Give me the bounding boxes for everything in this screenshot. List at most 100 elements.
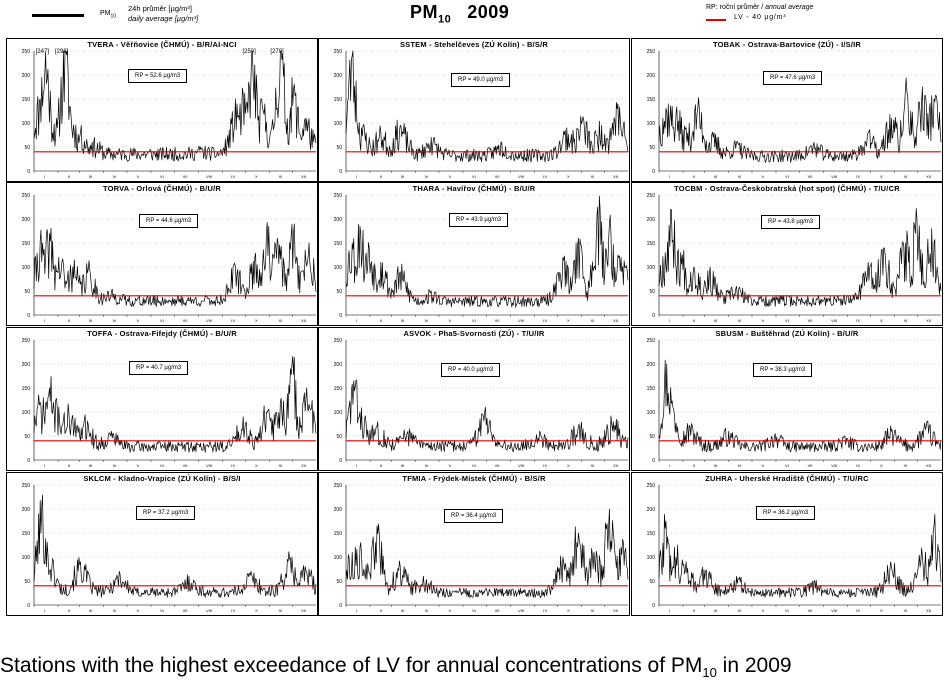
- x-tick-label: IV: [738, 318, 742, 323]
- x-tick-label: VI: [785, 608, 789, 613]
- daily-average-series-line: [345, 379, 629, 453]
- x-tick-label: VII: [808, 174, 813, 179]
- y-tick-label: 50: [649, 434, 655, 440]
- station-chart-3: TOBAK - Ostrava-Bartovice (ZÚ) - I/S/IR 0…: [631, 38, 943, 182]
- x-tick-label: I: [356, 318, 357, 323]
- x-tick-label: II: [693, 608, 695, 613]
- station-chart-1: TVERA - Věřňovice (ČHMÚ) - B/R/AI-NCI 0 50…: [6, 38, 318, 182]
- y-tick-label: 250: [334, 49, 343, 55]
- y-tick-label: 0: [652, 169, 655, 175]
- x-tick-label: IX: [856, 318, 860, 323]
- station-chart-12: ZUHRA - Uherské Hradiště (ČHMÚ) - T/U/RC…: [631, 472, 943, 616]
- y-tick-label: 200: [22, 507, 31, 513]
- x-tick-label: XI: [903, 463, 907, 468]
- x-tick-label: IV: [425, 463, 429, 468]
- y-tick-label: 0: [339, 458, 342, 464]
- x-tick-label: V: [761, 608, 764, 613]
- x-tick-label: VI: [785, 318, 789, 323]
- daily-average-series-line: [345, 195, 629, 308]
- x-tick-label: V: [136, 463, 139, 468]
- y-tick-label: 0: [652, 458, 655, 464]
- annual-average-label: RP = 52.6 µg/m3: [128, 69, 188, 83]
- y-tick-label: 150: [647, 97, 656, 103]
- x-tick-label: IX: [856, 463, 860, 468]
- x-tick-label: IX: [543, 463, 547, 468]
- x-tick-label: II: [380, 318, 382, 323]
- daily-average-series-line: [33, 50, 317, 162]
- x-tick-label: II: [693, 318, 695, 323]
- y-tick-label: 250: [334, 483, 343, 489]
- x-tick-label: IV: [738, 608, 742, 613]
- daily-average-series-line: [658, 359, 942, 453]
- x-tick-label: III: [401, 463, 404, 468]
- station-chart-title: TOFFA - Ostrava-Fifejdy (ČHMÚ) - B/U/R: [87, 329, 237, 338]
- y-tick-label: 150: [334, 241, 343, 247]
- x-tick-label: XII: [613, 608, 618, 613]
- x-tick-label: IV: [113, 463, 117, 468]
- x-tick-label: VII: [495, 463, 500, 468]
- x-tick-label: XI: [903, 174, 907, 179]
- x-tick-label: I: [44, 174, 45, 179]
- x-tick-label: I: [669, 318, 670, 323]
- y-tick-label: 0: [652, 603, 655, 609]
- x-tick-label: X: [880, 318, 883, 323]
- daily-average-series-line: [658, 208, 942, 307]
- x-tick-label: I: [44, 318, 45, 323]
- y-tick-label: 150: [647, 386, 656, 392]
- y-tick-label: 250: [647, 49, 656, 55]
- x-tick-label: VIII: [206, 608, 212, 613]
- annual-average-legend-text: RP: roční průměr / annual average: [706, 4, 814, 11]
- daily-average-series-line: [33, 355, 317, 453]
- x-tick-label: VIII: [206, 174, 212, 179]
- x-tick-label: V: [761, 463, 764, 468]
- station-chart-title: TORVA - Orlová (ČHMÚ) - B/U/R: [102, 184, 222, 193]
- x-tick-label: V: [136, 174, 139, 179]
- x-tick-label: I: [44, 608, 45, 613]
- x-tick-label: X: [567, 463, 570, 468]
- x-tick-label: XII: [301, 318, 306, 323]
- y-tick-label: 50: [649, 579, 655, 585]
- y-tick-label: 0: [339, 603, 342, 609]
- annual-average-label: RP = 43.9 µg/m3: [449, 213, 509, 227]
- x-tick-label: X: [567, 608, 570, 613]
- y-tick-label: 200: [334, 362, 343, 368]
- x-tick-label: III: [89, 174, 92, 179]
- out-of-range-annotation: [298]: [54, 49, 69, 55]
- y-tick-label: 150: [647, 241, 656, 247]
- x-tick-label: XI: [903, 608, 907, 613]
- x-tick-label: VIII: [831, 318, 837, 323]
- x-tick-label: II: [380, 174, 382, 179]
- x-tick-label: V: [448, 463, 451, 468]
- x-tick-label: XII: [926, 318, 931, 323]
- x-tick-label: V: [448, 174, 451, 179]
- x-tick-label: II: [68, 318, 70, 323]
- x-tick-label: VI: [472, 463, 476, 468]
- x-tick-label: X: [880, 174, 883, 179]
- x-tick-label: XII: [301, 174, 306, 179]
- x-tick-label: III: [401, 608, 404, 613]
- y-tick-label: 150: [22, 386, 31, 392]
- y-tick-label: 50: [336, 289, 342, 295]
- x-tick-label: IV: [738, 174, 742, 179]
- x-tick-label: XI: [590, 608, 594, 613]
- x-tick-label: V: [448, 608, 451, 613]
- annual-average-label: RP = 36.4 µg/m3: [444, 509, 504, 523]
- x-tick-label: III: [714, 608, 717, 613]
- y-tick-label: 50: [24, 145, 30, 151]
- daily-average-series-line: [345, 50, 629, 163]
- out-of-range-annotation: [250]: [242, 49, 256, 55]
- station-chart-11: TFMIA - Frýdek-Místek (ČHMÚ) - B/S/R 0 50 1…: [318, 472, 630, 616]
- x-tick-label: IX: [543, 608, 547, 613]
- x-tick-label: XI: [590, 174, 594, 179]
- x-tick-label: II: [68, 463, 70, 468]
- x-tick-label: XI: [590, 463, 594, 468]
- x-tick-label: XII: [613, 463, 618, 468]
- y-tick-label: 250: [647, 193, 656, 199]
- x-tick-label: III: [714, 463, 717, 468]
- daily-average-legend-en: daily average [µg/m³]: [128, 14, 199, 23]
- station-chart-title: THARA - Havířov (ČHMÚ) - B/U/R: [412, 184, 536, 193]
- y-tick-label: 50: [24, 434, 30, 440]
- y-tick-label: 150: [334, 386, 343, 392]
